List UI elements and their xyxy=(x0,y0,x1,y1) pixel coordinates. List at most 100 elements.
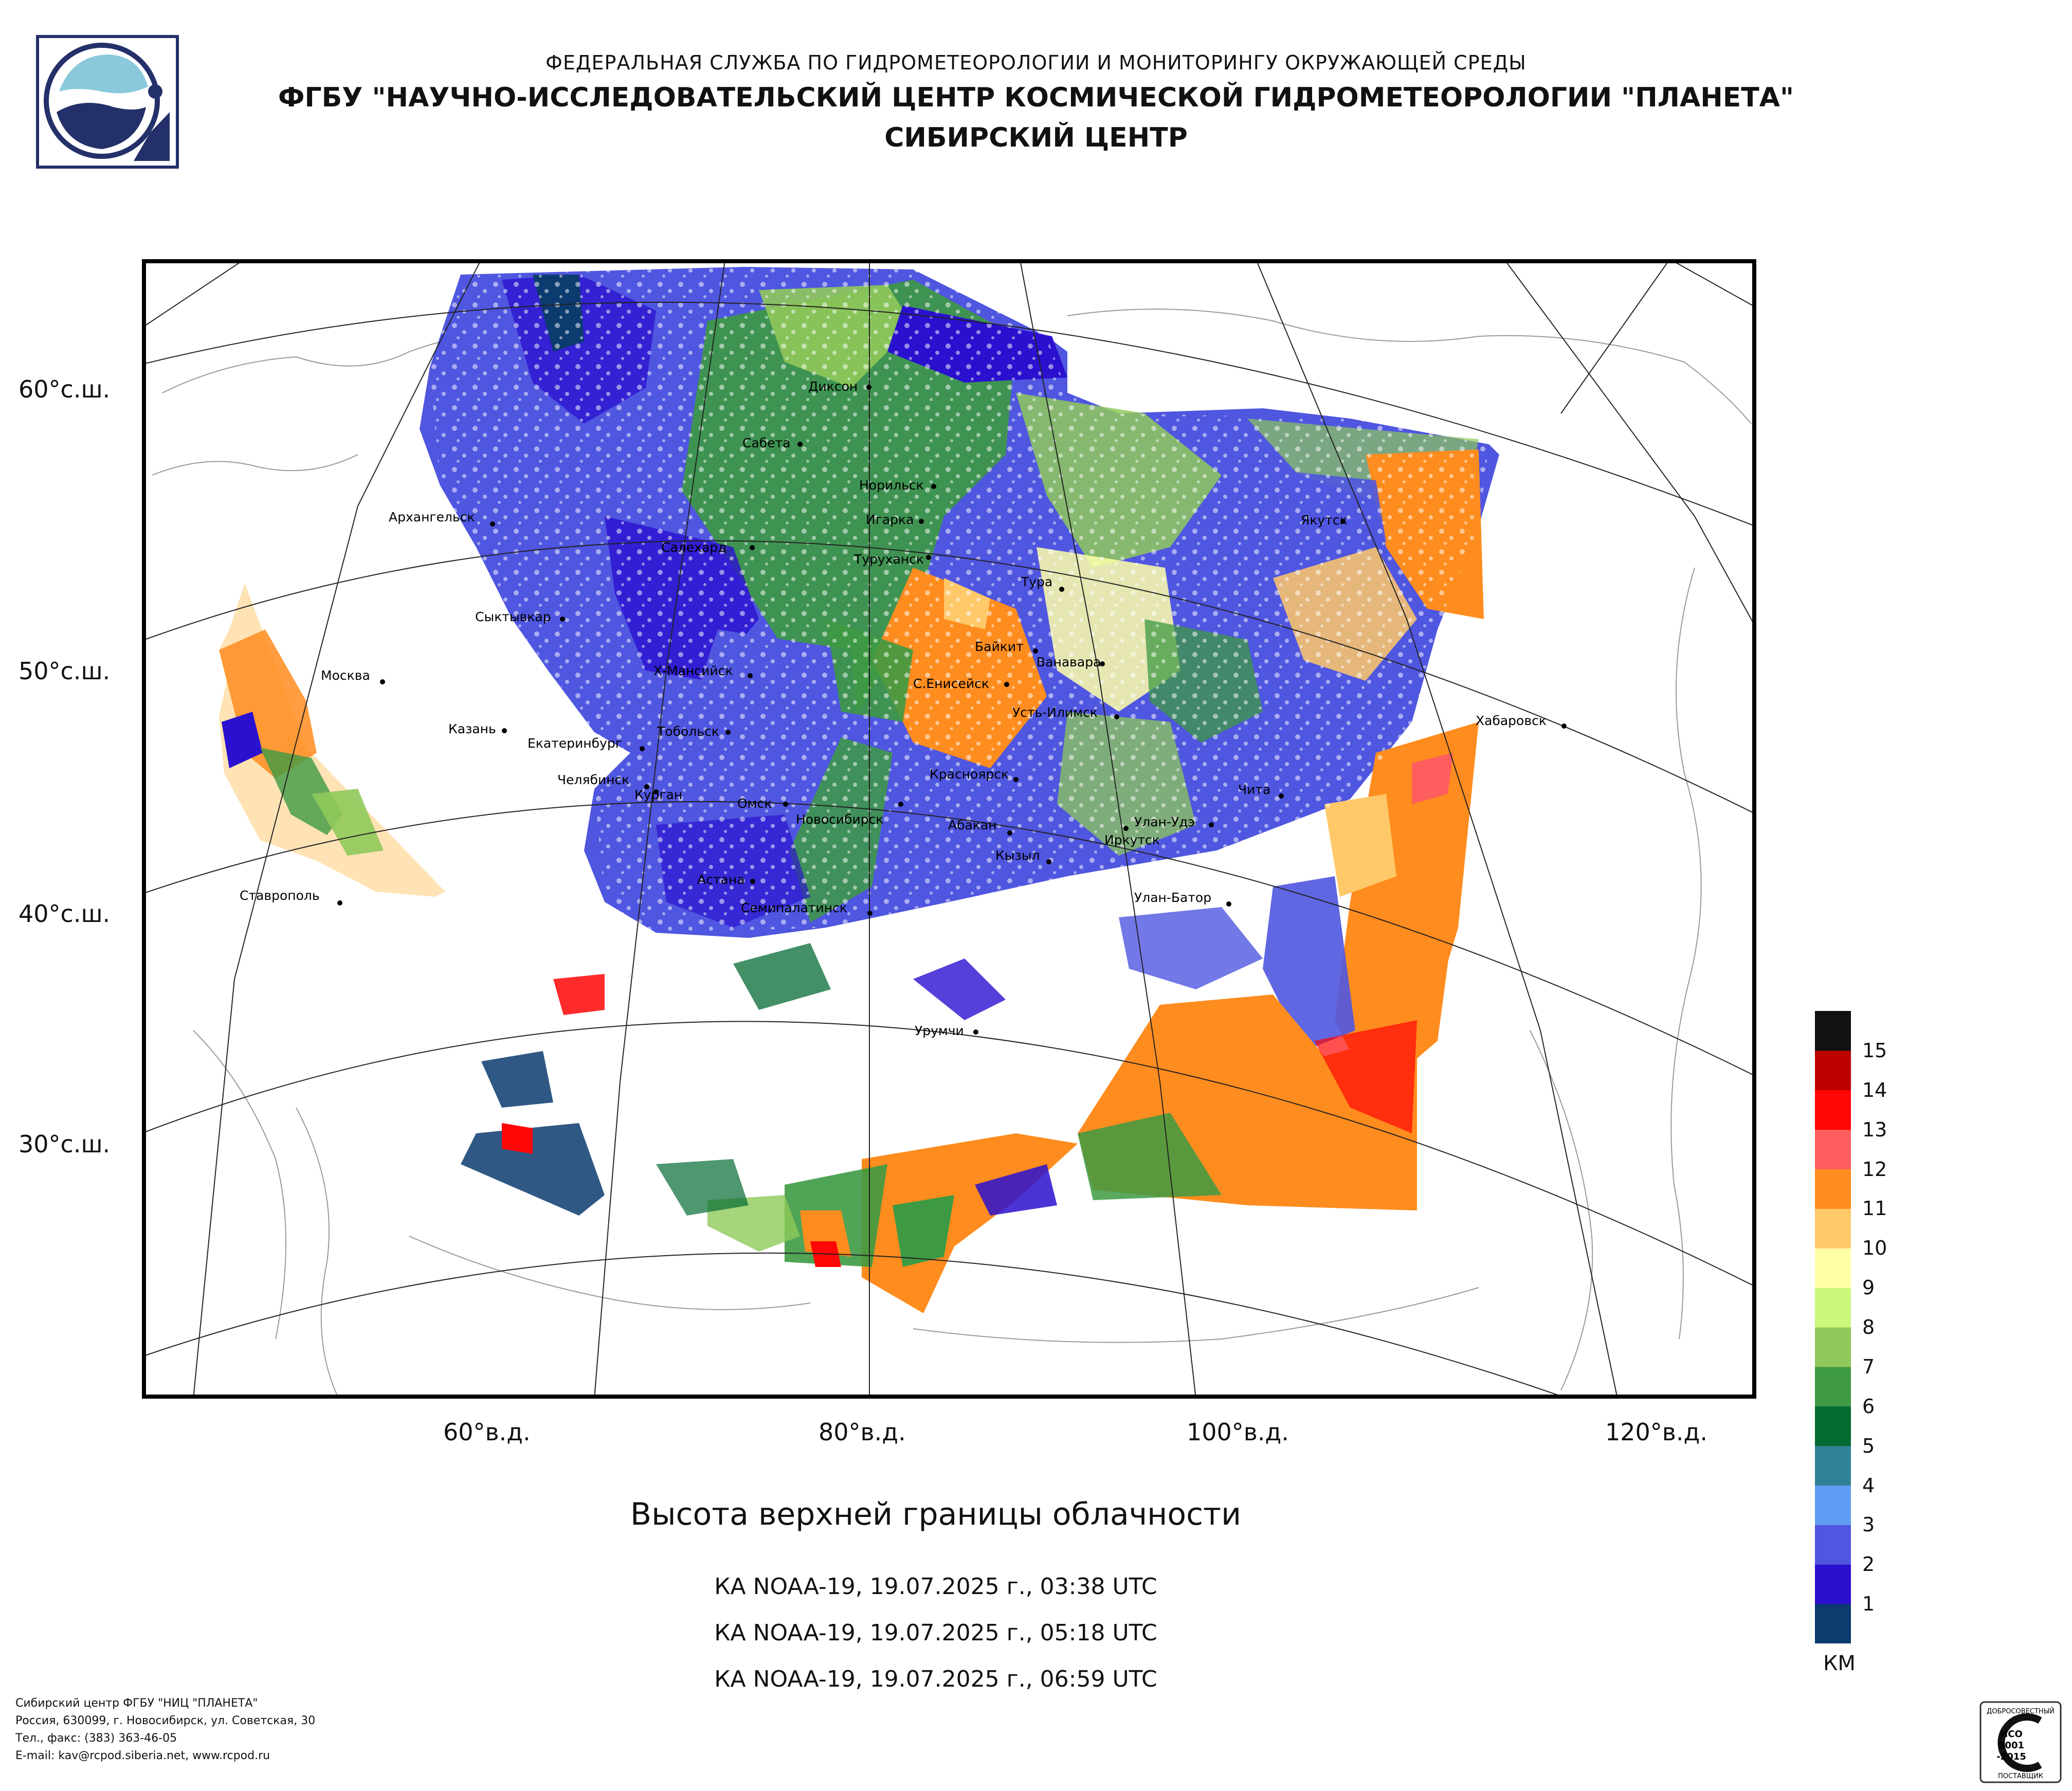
city-label: Тобольск xyxy=(657,724,719,739)
legend-level-label: 15 xyxy=(1862,1039,1887,1062)
city-label: Усть-Илимск xyxy=(1012,705,1098,720)
legend-level-label: 1 xyxy=(1862,1593,1875,1616)
planeta-logo-icon xyxy=(36,35,179,169)
lon-label-120: 120°в.д. xyxy=(1605,1418,1707,1446)
iso-certificate-icon: ДОБРОСОВЕСТНЫЙ ИСО 9001 -2015 ПОСТАВЩИК xyxy=(1979,1701,2062,1783)
city-label: Астана xyxy=(697,872,744,887)
graticule xyxy=(142,259,1756,1399)
legend-level-label: 13 xyxy=(1862,1118,1887,1141)
city-label: Семипалатинск xyxy=(741,900,847,915)
legend-swatch xyxy=(1815,1011,1851,1051)
legend-swatch xyxy=(1815,1445,1851,1486)
city-label: Москва xyxy=(321,668,370,683)
legend-swatch xyxy=(1815,1485,1851,1525)
legend-level-label: 5 xyxy=(1862,1434,1875,1457)
city-label: Абакан xyxy=(948,818,997,833)
footer-phone: Тел., факс: (383) 363-46-05 xyxy=(15,1732,177,1745)
city-label: Чита xyxy=(1238,782,1270,797)
lat-label-40: 40°с.ш. xyxy=(19,900,111,928)
city-label: Ставрополь xyxy=(240,888,320,903)
legend-swatch xyxy=(1815,1208,1851,1249)
city-label: Урумчи xyxy=(915,1023,964,1038)
map-canvas: Диксон Сабета Норильск Игарка Салехард Т… xyxy=(142,259,1756,1399)
legend-swatch xyxy=(1815,1327,1851,1367)
lon-label-60: 60°в.д. xyxy=(443,1418,531,1446)
lat-label-50: 50°с.ш. xyxy=(19,657,111,685)
city-label: Х-Мансийск xyxy=(653,663,733,678)
footer-org: Сибирский центр ФГБУ "НИЦ "ПЛАНЕТА" xyxy=(15,1697,258,1710)
legend-swatch xyxy=(1815,1129,1851,1169)
footer-address: Россия, 630099, г. Новосибирск, ул. Сове… xyxy=(15,1714,316,1727)
footer-email: E-mail: kav@rcpod.siberia.net, www.rcpod… xyxy=(15,1749,270,1762)
cert-mid3: -2015 xyxy=(1996,1751,2026,1762)
legend-swatch xyxy=(1815,1050,1851,1091)
legend-level-label: 4 xyxy=(1862,1474,1875,1497)
header-institute: ФГБУ "НАУЧНО-ИССЛЕДОВАТЕЛЬСКИЙ ЦЕНТР КОС… xyxy=(278,82,1794,113)
city-label: Сабета xyxy=(742,436,790,450)
legend-swatch xyxy=(1815,1564,1851,1604)
city-label: Норильск xyxy=(859,478,924,493)
city-label: Байкит xyxy=(975,639,1024,654)
legend-unit: КМ xyxy=(1823,1652,1856,1675)
city-label: Улан-Батор xyxy=(1134,890,1211,905)
legend-swatch xyxy=(1815,1366,1851,1407)
city-label: Хабаровск xyxy=(1476,713,1547,728)
lon-label-80: 80°в.д. xyxy=(819,1418,906,1446)
legend-level-label: 11 xyxy=(1862,1197,1887,1220)
lat-label-30: 30°с.ш. xyxy=(19,1130,111,1158)
cloud-top-height-map: Диксон Сабета Норильск Игарка Салехард Т… xyxy=(142,259,1756,1399)
color-legend xyxy=(1815,1011,1851,1643)
city-label: Туруханск xyxy=(853,552,924,567)
legend-level-label: 6 xyxy=(1862,1395,1875,1418)
legend-swatch xyxy=(1815,1169,1851,1209)
legend-swatch xyxy=(1815,1406,1851,1446)
product-title: Высота верхней границы облачности xyxy=(630,1496,1242,1532)
legend-swatch xyxy=(1815,1604,1851,1643)
legend-level-label: 12 xyxy=(1862,1157,1887,1181)
pass-1: КА NOAA-19, 19.07.2025 г., 03:38 UTC xyxy=(714,1573,1157,1600)
city-label: Тура xyxy=(1021,574,1052,589)
cert-top: ДОБРОСОВЕСТНЫЙ xyxy=(1987,1707,2055,1715)
header-center: СИБИРСКИЙ ЦЕНТР xyxy=(884,122,1188,153)
city-label: Салехард xyxy=(661,540,726,555)
city-label: Диксон xyxy=(808,379,858,394)
pass-2: КА NOAA-19, 19.07.2025 г., 05:18 UTC xyxy=(714,1620,1157,1646)
city-label: Омск xyxy=(737,796,772,811)
legend-level-label: 2 xyxy=(1862,1553,1875,1576)
city-label: Кызыл xyxy=(995,848,1040,863)
city-label: Архангельск xyxy=(389,510,475,524)
city-label: Улан-Удэ xyxy=(1134,815,1195,829)
legend-level-label: 7 xyxy=(1862,1355,1875,1378)
city-label: Новосибирск xyxy=(796,812,884,827)
city-label: Красноярск xyxy=(930,767,1009,782)
city-markers: Диксон Сабета Норильск Игарка Салехард Т… xyxy=(240,379,1567,1038)
legend-level-label: 9 xyxy=(1862,1276,1875,1299)
lon-label-100: 100°в.д. xyxy=(1187,1418,1289,1446)
legend-swatch xyxy=(1815,1288,1851,1328)
city-label: Сыктывкар xyxy=(475,609,551,624)
city-label: Иркутск xyxy=(1104,833,1160,847)
cert-bottom: ПОСТАВЩИК xyxy=(1998,1772,2043,1780)
legend-swatch xyxy=(1815,1248,1851,1288)
lat-label-60: 60°с.ш. xyxy=(19,375,111,403)
city-label: Казань xyxy=(448,721,496,736)
city-label: Якутск xyxy=(1301,513,1348,528)
legend-level-label: 8 xyxy=(1862,1316,1875,1338)
legend-swatch xyxy=(1815,1525,1851,1565)
legend-level-label: 10 xyxy=(1862,1237,1887,1260)
legend-swatch xyxy=(1815,1090,1851,1130)
legend-level-label: 14 xyxy=(1862,1078,1887,1101)
city-label: С.Енисейск xyxy=(913,676,989,691)
header-agency: ФЕДЕРАЛЬНАЯ СЛУЖБА ПО ГИДРОМЕТЕОРОЛОГИИ … xyxy=(546,51,1526,74)
city-label: Курган xyxy=(634,787,682,802)
cert-mid2: 9001 xyxy=(1998,1740,2024,1751)
cloud-texture xyxy=(430,267,1489,933)
city-label: Челябинск xyxy=(557,772,629,787)
coastlines xyxy=(152,309,1752,1396)
city-label: Ванавара xyxy=(1037,655,1101,670)
city-label: Игарка xyxy=(866,512,914,527)
legend-level-label: 3 xyxy=(1862,1513,1875,1536)
pass-3: КА NOAA-19, 19.07.2025 г., 06:59 UTC xyxy=(714,1666,1157,1692)
cert-mid1: ИСО xyxy=(2000,1729,2023,1740)
city-label: Екатеринбург xyxy=(528,736,622,751)
